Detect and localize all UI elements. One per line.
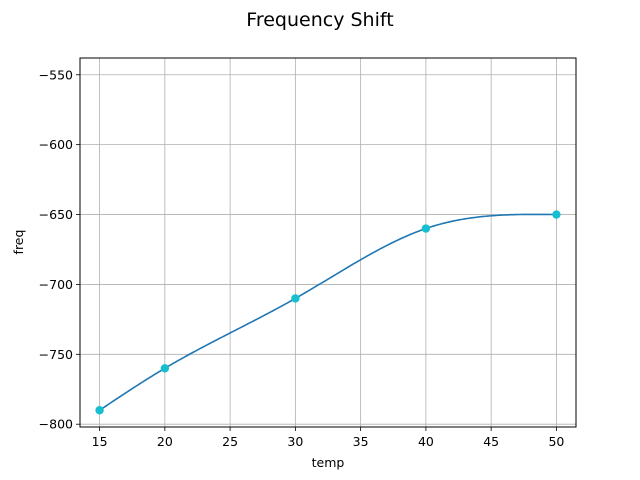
data-point <box>552 210 561 219</box>
data-point <box>421 224 431 233</box>
y-tick-label: −750 <box>39 347 73 362</box>
x-tick-label: 50 <box>548 434 564 449</box>
y-axis-label: freq <box>11 230 26 255</box>
y-axis-ticks: −800 −750 −700 −650 −600 −550 <box>39 67 80 432</box>
x-tick-label: 30 <box>287 434 303 449</box>
data-point <box>291 294 300 303</box>
y-tick-label: −550 <box>39 67 73 82</box>
axes-frame <box>79 57 577 428</box>
x-tick-label: 15 <box>92 434 108 449</box>
data-point <box>160 364 170 373</box>
x-axis-label: temp <box>312 455 345 470</box>
x-tick-label: 20 <box>157 434 173 449</box>
data-point <box>95 406 104 415</box>
y-tick-label: −600 <box>39 137 73 152</box>
y-tick-label: −800 <box>39 417 73 432</box>
y-tick-label: −700 <box>39 277 73 292</box>
y-tick-label: −650 <box>39 207 73 222</box>
series-line <box>99 213 557 411</box>
x-tick-label: 25 <box>222 434 238 449</box>
x-tick-label: 35 <box>353 434 369 449</box>
x-axis-ticks: 15 20 25 30 35 40 45 50 <box>92 427 564 449</box>
x-tick-label: 40 <box>418 434 434 449</box>
x-tick-label: 45 <box>483 434 499 449</box>
grid-lines <box>80 58 576 427</box>
plot-area <box>95 210 561 415</box>
chart-title: Frequency Shift <box>246 9 393 31</box>
